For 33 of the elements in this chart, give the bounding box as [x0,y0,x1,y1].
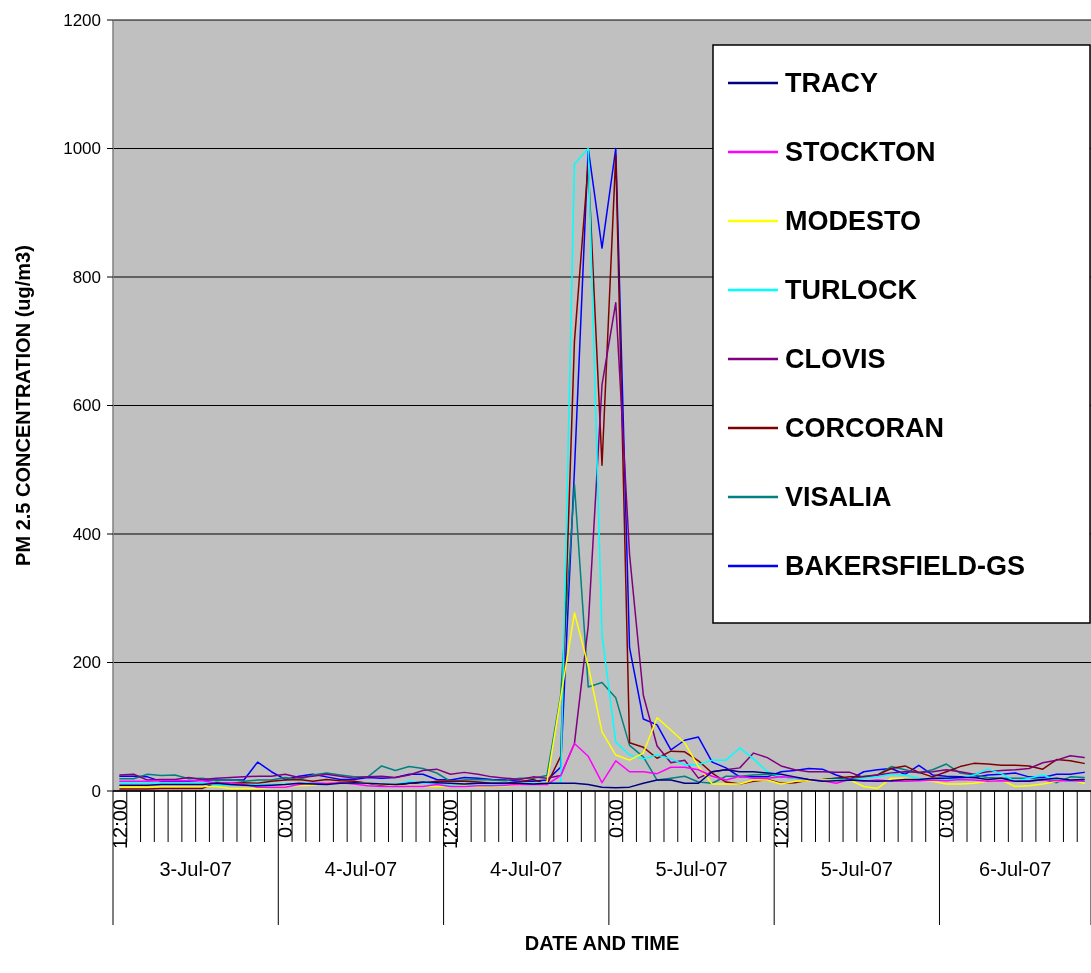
line-series [119,742,1085,788]
legend-label: TURLOCK [785,275,918,306]
legend-label: BAKERSFIELD-GS [785,551,1026,582]
x-tick-label: 12:00 [439,799,462,850]
line-series [119,301,1085,781]
line-series [119,483,1085,785]
x-tick-label: 0:00 [274,799,297,838]
legend-label: MODESTO [785,206,922,237]
x-tick-label: 12:00 [108,799,131,850]
y-tick-label: 600 [72,396,101,416]
text: 5-Jul-07 [655,858,728,880]
y-tick-label: 0 [91,781,101,801]
x-tick-label: 12:00 [770,799,793,850]
legend-label: STOCKTON [785,137,936,168]
legend-label: VISALIA [785,482,892,513]
legend-label: TRACY [785,68,878,99]
legend-label: CORCORAN [785,413,944,444]
text: 3-Jul-07 [159,858,232,880]
text: 4-Jul-07 [490,858,563,880]
text: 6-Jul-07 [979,858,1052,880]
text: 4-Jul-07 [324,858,398,880]
x-axis-title: DATE AND TIME [524,932,680,954]
y-tick-label: 1200 [63,10,101,30]
legend-label: CLOVIS [785,344,886,375]
y-tick-label: 1000 [63,139,101,159]
text: 5-Jul-07 [820,858,893,880]
x-tick-label: 0:00 [604,799,627,838]
line-series [119,769,1085,789]
y-axis-title: PM 2.5 CONCENTRATION (ug/m3) [12,245,34,566]
x-tick-label: 0:00 [935,799,958,838]
y-tick-label: 200 [72,653,101,673]
y-tick-label: 800 [72,267,101,287]
y-tick-label: 400 [72,524,101,544]
